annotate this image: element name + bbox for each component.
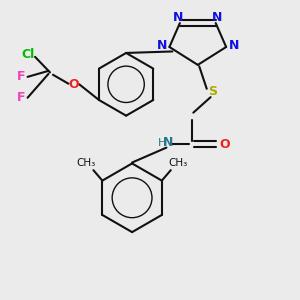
Text: F: F [17, 91, 26, 104]
Text: CH₃: CH₃ [76, 158, 95, 168]
Text: S: S [208, 85, 217, 98]
Text: N: N [228, 39, 239, 52]
Text: N: N [212, 11, 222, 24]
Text: N: N [157, 39, 167, 52]
Text: H: H [158, 137, 166, 148]
Text: CH₃: CH₃ [169, 158, 188, 168]
Text: O: O [219, 137, 230, 151]
Text: N: N [173, 11, 184, 24]
Text: F: F [17, 70, 26, 83]
Text: O: O [68, 78, 79, 91]
Text: Cl: Cl [21, 48, 34, 61]
Text: N: N [163, 136, 173, 149]
